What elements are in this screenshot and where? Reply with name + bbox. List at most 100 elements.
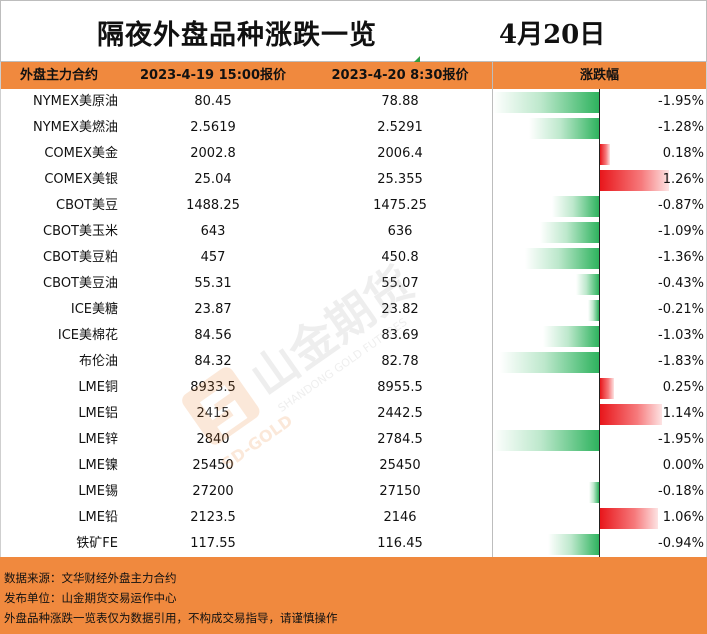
- table-row: LME锡 27200 27150 -0.18%: [0, 479, 707, 505]
- contract-name: ICE美棉花: [57, 328, 118, 343]
- header-prev-price: 2023-4-19 15:00报价: [118, 62, 308, 89]
- contract-name: NYMEX美燃油: [32, 120, 118, 135]
- curr-price: 2.5291: [377, 120, 423, 135]
- table-row: COMEX美金 2002.8 2006.4 0.18%: [0, 141, 707, 167]
- contract-name: LME锌: [78, 432, 118, 447]
- contract-name: NYMEX美原油: [32, 94, 118, 109]
- page-title: 隔夜外盘品种涨跌一览: [97, 20, 377, 51]
- header-curr-price: 2023-4-20 8:30报价: [308, 62, 492, 89]
- change-percent: -1.83%: [658, 354, 704, 369]
- prev-price: 84.56: [194, 328, 232, 343]
- contract-name: 布伦油: [78, 354, 118, 369]
- prev-price: 2002.8: [190, 146, 236, 161]
- table-row: 铁矿FE 117.55 116.45 -0.94%: [0, 531, 707, 557]
- curr-price: 83.69: [381, 328, 419, 343]
- prev-price: 2840: [196, 432, 230, 447]
- contract-name: CBOT美豆粕: [43, 250, 118, 265]
- footer-source: 数据来源：文华财经外盘主力合约: [4, 571, 177, 585]
- change-bar-negative: [499, 352, 599, 373]
- table-row: LME铝 2415 2442.5 1.14%: [0, 401, 707, 427]
- curr-price: 78.88: [381, 94, 419, 109]
- change-percent: -0.18%: [658, 484, 704, 499]
- change-bar-negative: [589, 482, 599, 503]
- curr-price: 1475.25: [373, 198, 427, 213]
- prev-price: 2415: [196, 406, 230, 421]
- change-bar-negative: [547, 534, 599, 555]
- contract-name: COMEX美金: [44, 146, 118, 161]
- contract-name: LME铅: [78, 510, 118, 525]
- contract-name: ICE美糖: [70, 302, 118, 317]
- table-row: LME铜 8933.5 8955.5 0.25%: [0, 375, 707, 401]
- footer-publisher: 发布单位：山金期货交易运作中心: [4, 591, 177, 605]
- table-row: 布伦油 84.32 82.78 -1.83%: [0, 349, 707, 375]
- bar-zero-axis: [599, 89, 600, 557]
- table-row: NYMEX美原油 80.45 78.88 -1.95%: [0, 89, 707, 115]
- curr-price: 2442.5: [377, 406, 423, 421]
- change-percent: -0.21%: [658, 302, 704, 317]
- prev-price: 1488.25: [186, 198, 240, 213]
- prev-price: 84.32: [194, 354, 232, 369]
- curr-price: 25450: [379, 458, 421, 473]
- change-percent: -1.03%: [658, 328, 704, 343]
- curr-price: 450.8: [381, 250, 419, 265]
- change-percent: -1.95%: [658, 432, 704, 447]
- table-row: ICE美棉花 84.56 83.69 -1.03%: [0, 323, 707, 349]
- contract-name: 铁矿FE: [76, 536, 118, 551]
- contract-name: LME镍: [78, 458, 118, 473]
- prev-price: 8933.5: [190, 380, 236, 395]
- curr-price: 23.82: [381, 302, 419, 317]
- table-row: CBOT美豆 1488.25 1475.25 -0.87%: [0, 193, 707, 219]
- contract-name: CBOT美玉米: [43, 224, 118, 239]
- change-percent: -1.36%: [658, 250, 704, 265]
- curr-price: 8955.5: [377, 380, 423, 395]
- curr-price: 116.45: [377, 536, 423, 551]
- contract-name: LME铝: [78, 406, 118, 421]
- header-contract: 外盘主力合约: [0, 62, 118, 89]
- change-bar-positive: [600, 144, 610, 165]
- prev-price: 643: [200, 224, 226, 239]
- change-percent: 1.26%: [662, 172, 704, 187]
- prev-price: 80.45: [194, 94, 232, 109]
- change-percent: -1.95%: [658, 94, 704, 109]
- table-row: LME镍 25450 25450 0.00%: [0, 453, 707, 479]
- change-bar-negative: [529, 118, 599, 139]
- table-row: LME锌 2840 2784.5 -1.95%: [0, 427, 707, 453]
- change-bar-positive: [600, 508, 658, 529]
- change-percent: 1.06%: [662, 510, 704, 525]
- header-change: 涨跌幅: [492, 62, 707, 89]
- prev-price: 25.04: [194, 172, 232, 187]
- prev-price: 55.31: [194, 276, 232, 291]
- curr-price: 27150: [379, 484, 421, 499]
- curr-price: 2784.5: [377, 432, 423, 447]
- table-row: CBOT美豆油 55.31 55.07 -0.43%: [0, 271, 707, 297]
- change-bar-positive: [600, 404, 662, 425]
- curr-price: 636: [387, 224, 413, 239]
- grid-left: [0, 62, 1, 557]
- change-percent: 0.18%: [662, 146, 704, 161]
- curr-price: 2006.4: [377, 146, 423, 161]
- table-row: COMEX美银 25.04 25.355 1.26%: [0, 167, 707, 193]
- title-bar: 隔夜外盘品种涨跌一览 4月20日: [0, 0, 707, 62]
- grid-change-divider: [492, 62, 493, 557]
- change-percent: -0.43%: [658, 276, 704, 291]
- change-bar-negative: [525, 248, 599, 269]
- curr-price: 25.355: [377, 172, 423, 187]
- change-bar-negative: [575, 274, 599, 295]
- table-row: CBOT美豆粕 457 450.8 -1.36%: [0, 245, 707, 271]
- change-bar-negative: [551, 196, 599, 217]
- prev-price: 457: [200, 250, 226, 265]
- change-bar-negative: [539, 222, 599, 243]
- change-bar-positive: [600, 170, 669, 191]
- change-bar-positive: [600, 378, 614, 399]
- contract-name: CBOT美豆油: [43, 276, 118, 291]
- change-percent: -0.94%: [658, 536, 704, 551]
- change-percent: 0.00%: [662, 458, 704, 473]
- prev-price: 27200: [192, 484, 234, 499]
- change-percent: -1.09%: [658, 224, 704, 239]
- curr-price: 2146: [383, 510, 417, 525]
- prev-price: 23.87: [194, 302, 232, 317]
- contract-name: CBOT美豆: [56, 198, 118, 213]
- contract-name: LME锡: [78, 484, 118, 499]
- contract-name: LME铜: [78, 380, 118, 395]
